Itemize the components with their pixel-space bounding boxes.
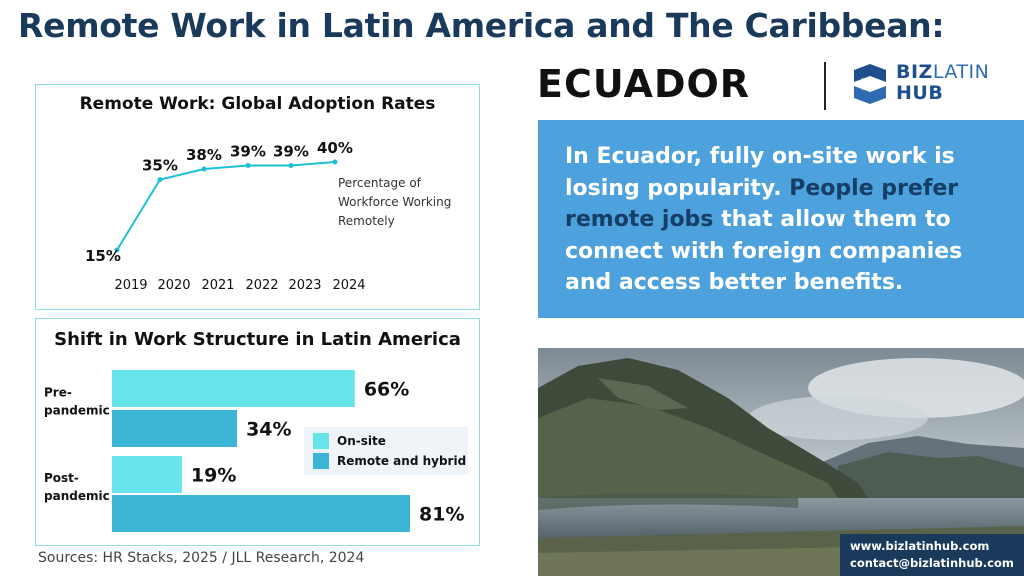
x-tick-2019: 2019	[114, 278, 147, 293]
x-tick-2022: 2022	[245, 278, 278, 293]
legend-label-onsite: On-site	[337, 434, 386, 448]
adoption-value-label-2021: 38%	[186, 146, 222, 164]
adoption-value-label-2024: 40%	[317, 139, 353, 157]
work-structure-chart-panel: Shift in Work Structure in Latin America…	[35, 318, 480, 546]
global-adoption-chart-panel: Remote Work: Global Adoption Rates 15% 20…	[35, 84, 480, 310]
logo-word-latin: LATIN	[932, 61, 990, 83]
info-text-before: In Ecuador, fully on-site work is losing…	[565, 144, 955, 201]
x-tick-2023: 2023	[288, 278, 321, 293]
bar-post-pandemic-remote	[112, 495, 410, 532]
line-legend-text-2: Remotely	[338, 214, 395, 228]
adoption-point-2019	[114, 247, 120, 253]
info-text-after: that allow them to connect with foreign …	[565, 207, 963, 295]
bar-chart-legend: On-site Remote and hybrid	[304, 427, 468, 475]
country-subtitle: ECUADOR	[537, 62, 751, 106]
adoption-point-2021	[201, 166, 207, 172]
adoption-point-2024	[332, 159, 338, 165]
bar-chart-title: Shift in Work Structure in Latin America	[54, 329, 461, 350]
sources-note: Sources: HR Stacks, 2025 / JLL Research,…	[38, 550, 365, 566]
legend-item-remote: Remote and hybrid	[313, 452, 466, 470]
line-chart-svg: 15% 2019 35% 2020 38% 2021 39% 2022 39% 2023 40% 20…	[85, 139, 451, 293]
info-text: In Ecuador, fully on-site work is losing…	[565, 141, 1004, 299]
adoption-value-label-2023: 39%	[273, 143, 309, 161]
bar-chart-svg: 66% 34% Pre-pandemic 19% 81% Post-pandemic	[44, 370, 464, 532]
bar-value-label-pre-pandemic-onsite: 66%	[364, 379, 409, 401]
bar-value-label-post-pandemic-onsite: 19%	[191, 465, 236, 487]
legend-swatch-onsite	[313, 433, 329, 449]
x-tick-2021: 2021	[201, 278, 234, 293]
adoption-point-2020	[157, 177, 163, 183]
bar-pre-pandemic-remote	[112, 410, 238, 447]
bar-value-label-pre-pandemic-remote: 34%	[246, 419, 291, 441]
legend-item-onsite: On-site	[313, 432, 386, 450]
logo-divider	[824, 62, 826, 110]
info-text-highlight: People prefer remote jobs	[565, 175, 959, 233]
logo-mark-icon	[854, 64, 886, 104]
line-chart-title: Remote Work: Global Adoption Rates	[79, 94, 436, 114]
adoption-value-label-2020: 35%	[142, 157, 178, 175]
legend-swatch-remote	[313, 453, 329, 469]
bar-value-label-post-pandemic-remote: 81%	[419, 504, 464, 526]
category-label-pre-pandemic-0: Pre-	[44, 386, 72, 400]
line-legend-text-1: Workforce Working	[338, 195, 451, 209]
adoption-series-line	[116, 161, 336, 251]
bar-pre-pandemic-onsite	[112, 370, 355, 407]
x-tick-2020: 2020	[157, 278, 190, 293]
line-legend-text-0: Percentage of	[338, 176, 422, 190]
logo-wordmark: BIZLATIN HUB	[896, 62, 989, 104]
legend-label-remote: Remote and hybrid	[337, 454, 467, 468]
contact-email[interactable]: contact@bizlatinhub.com	[850, 556, 1014, 570]
contact-box: www.bizlatinhub.com contact@bizlatinhub.…	[840, 534, 1024, 576]
adoption-value-label-2022: 39%	[230, 143, 266, 161]
logo-word-biz: BIZ	[896, 61, 933, 83]
category-label-pre-pandemic-1: pandemic	[44, 404, 110, 418]
contact-website[interactable]: www.bizlatinhub.com	[850, 539, 990, 553]
adoption-value-label-2019: 15%	[85, 247, 121, 265]
logo-word-hub: HUB	[896, 82, 944, 104]
bizlatinhub-logo: BIZLATIN HUB	[850, 62, 1010, 108]
infographic-title: Remote Work in Latin America and The Car…	[18, 6, 945, 45]
category-label-post-pandemic-1: pandemic	[44, 489, 110, 503]
category-label-post-pandemic-0: Post-	[44, 471, 79, 485]
x-tick-2024: 2024	[332, 278, 365, 293]
bar-post-pandemic-onsite	[112, 456, 182, 493]
info-callout: In Ecuador, fully on-site work is losing…	[538, 120, 1024, 318]
adoption-point-2023	[288, 163, 294, 169]
adoption-point-2022	[245, 163, 251, 169]
